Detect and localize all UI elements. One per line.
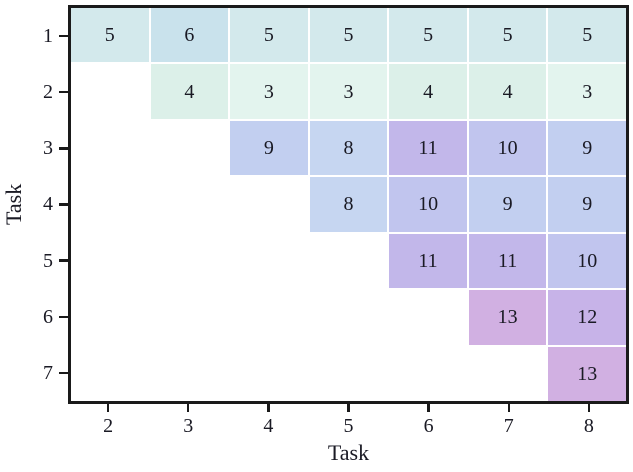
x-tick: 3 [148, 404, 228, 436]
heatmap-cell-row5-col6: 11 [389, 233, 467, 289]
y-tick: 5 [0, 233, 68, 289]
empty-cell [469, 347, 547, 401]
empty-cell [389, 290, 467, 344]
heatmap-cell-row2-col6: 4 [389, 64, 467, 119]
heatmap-cell-row7-col8: 13 [548, 346, 626, 401]
x-tick-mark [267, 404, 270, 412]
x-tick: 8 [549, 404, 629, 436]
empty-cell [310, 347, 388, 401]
empty-cell [71, 290, 149, 344]
empty-cell [151, 347, 229, 401]
y-tick-label: 3 [43, 137, 53, 160]
y-tick-label: 6 [43, 305, 53, 328]
heatmap-cell-row5-col8: 10 [548, 233, 626, 289]
empty-cell [310, 290, 388, 344]
y-tick-label: 1 [43, 25, 53, 48]
x-tick-mark [347, 404, 350, 412]
empty-cell [230, 234, 308, 288]
y-tick-mark [59, 259, 68, 262]
empty-cell [151, 121, 229, 175]
empty-cell [151, 290, 229, 344]
empty-cell [230, 177, 308, 231]
x-tick: 2 [68, 404, 148, 436]
y-tick: 6 [0, 289, 68, 345]
heatmap-cell-row3-col6: 11 [389, 120, 467, 176]
empty-cell [71, 234, 149, 288]
y-tick-mark [59, 90, 68, 94]
y-tick-label: 7 [43, 361, 53, 384]
x-tick: 5 [308, 404, 388, 436]
x-axis-label: Task [327, 440, 370, 465]
y-tick-label: 4 [43, 193, 53, 216]
x-tick-label: 5 [343, 415, 354, 437]
x-tick: 6 [389, 404, 469, 436]
x-tick-label: 6 [423, 415, 434, 437]
y-tick-mark [59, 315, 68, 319]
heatmap-cell-row1-col3: 6 [150, 8, 229, 63]
y-tick: 1 [0, 8, 68, 64]
heatmap-cell-row1-col5: 5 [309, 8, 388, 63]
x-tick-mark [587, 404, 591, 412]
x-tick-label: 8 [583, 415, 594, 437]
x-tick-label: 4 [263, 415, 274, 437]
empty-cell [310, 234, 388, 288]
x-tick-label: 7 [503, 415, 514, 437]
y-tick: 3 [0, 120, 68, 176]
x-tick-mark [427, 404, 430, 412]
y-tick-mark [59, 371, 68, 375]
heatmap-cell-row5-col7: 11 [468, 233, 547, 289]
heatmap-cell-row4-col7: 9 [468, 177, 547, 232]
heatmap-cell-row3-col5: 8 [309, 120, 388, 176]
heatmap-cell-row1-col2: 5 [71, 8, 149, 63]
heatmap-cell-row4-col8: 9 [548, 177, 626, 232]
empty-cell [230, 290, 308, 344]
y-tick-mark [59, 34, 68, 38]
y-tick-label: 2 [43, 81, 53, 104]
heatmap-cell-row2-col3: 4 [150, 64, 229, 119]
y-tick-label: 5 [43, 249, 53, 272]
y-tick: 7 [0, 345, 68, 401]
heatmap-cell-row4-col5: 8 [309, 177, 388, 232]
x-tick-mark [106, 404, 110, 412]
x-tick-label: 3 [183, 415, 194, 437]
heatmap-cell-row2-col5: 3 [309, 64, 388, 119]
heatmap-cell-row3-col7: 10 [468, 120, 547, 176]
y-tick: 4 [0, 176, 68, 232]
y-tick-mark [59, 147, 68, 150]
empty-cell [71, 177, 149, 231]
heatmap-cell-row1-col8: 5 [548, 8, 626, 63]
heatmap-cell-row6-col8: 12 [548, 290, 626, 345]
x-tick: 7 [469, 404, 549, 436]
y-tick: 2 [0, 64, 68, 120]
heatmap-cell-row1-col6: 5 [389, 8, 467, 63]
heatmap-cell-row2-col7: 4 [468, 64, 547, 119]
x-tick: 4 [228, 404, 308, 436]
heatmap-cell-row2-col4: 3 [230, 64, 308, 119]
plot-area: 5 6 5 5 5 5 5 4 3 3 4 4 3 9 8 11 10 9 8 10 9 9 11 11 10 13 12 13 [68, 5, 629, 404]
empty-cell [389, 347, 467, 401]
heatmap-cell-row2-col8: 3 [548, 64, 626, 119]
x-tick-mark [507, 404, 511, 412]
empty-cell [71, 64, 149, 118]
x-axis: 2 3 4 5 6 7 8 [68, 404, 629, 436]
x-tick-label: 2 [103, 415, 114, 437]
empty-cell [151, 234, 229, 288]
heatmap-cell-row4-col6: 10 [389, 177, 467, 232]
heatmap-cell-row1-col7: 5 [468, 8, 547, 63]
y-tick-mark [59, 203, 68, 206]
x-tick-mark [186, 404, 190, 412]
heatmap-cell-row6-col7: 13 [468, 290, 547, 345]
empty-cell [71, 347, 149, 401]
empty-cell [151, 177, 229, 231]
heatmap-cell-row3-col8: 9 [548, 120, 626, 176]
empty-cell [230, 347, 308, 401]
heatmap-cell-row1-col4: 5 [230, 8, 308, 63]
y-axis: 1 2 3 4 5 6 7 [0, 8, 68, 401]
heatmap-cell-row3-col4: 9 [230, 120, 308, 176]
empty-cell [71, 121, 149, 175]
